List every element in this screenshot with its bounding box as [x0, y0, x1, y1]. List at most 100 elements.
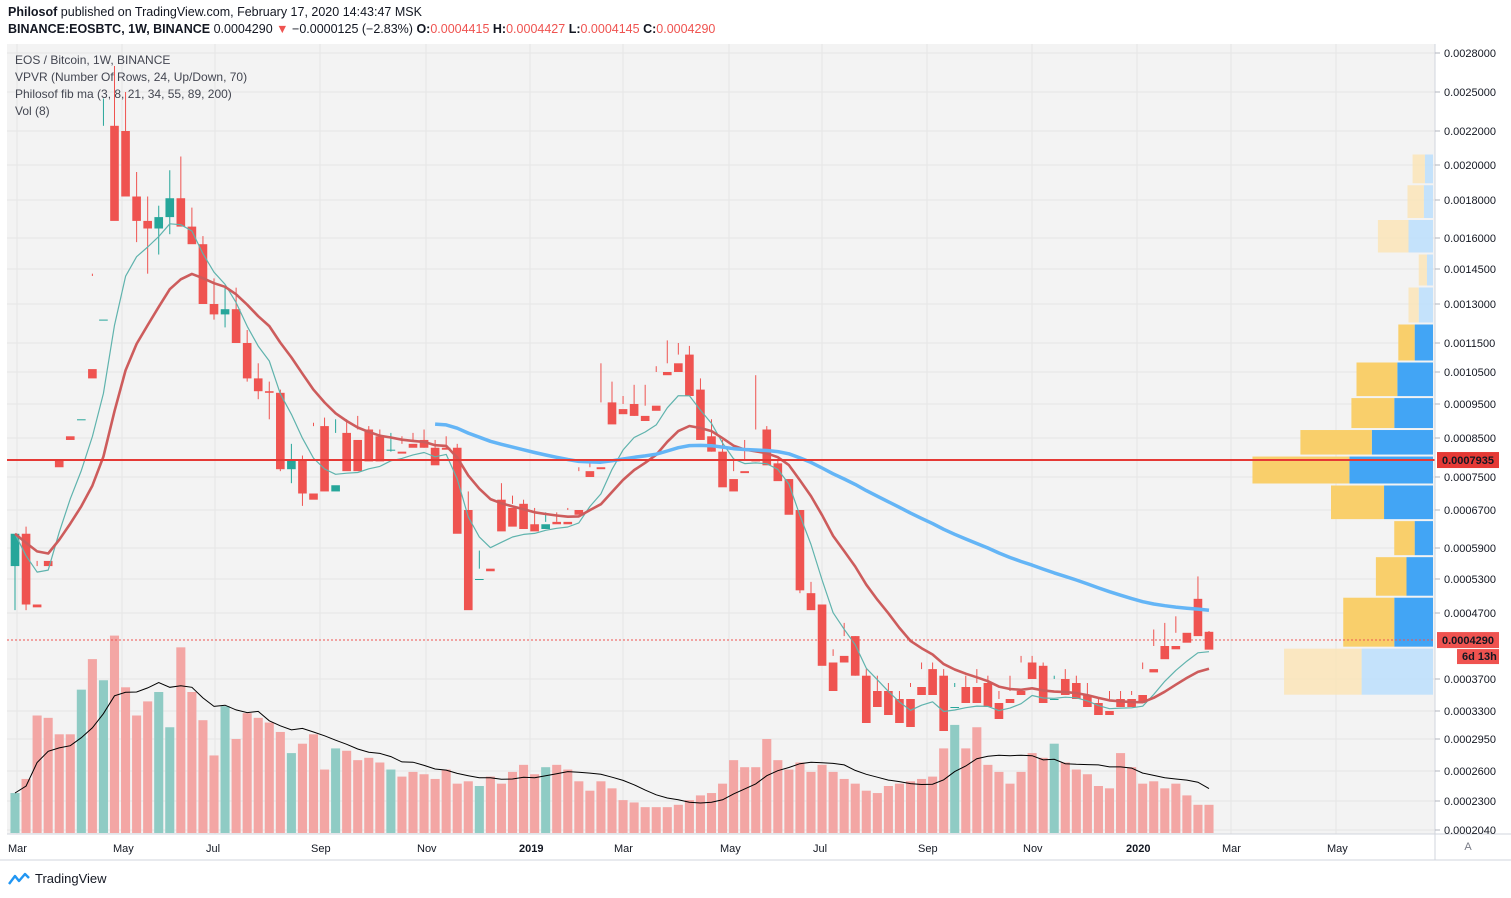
volume-bar — [154, 692, 164, 833]
volume-bar — [485, 776, 495, 833]
volume-bar — [894, 783, 904, 833]
chart-legend-title[interactable]: EOS / Bitcoin, 1W, BINANCE — [15, 53, 171, 67]
indicator-fib-ma[interactable]: Philosof fib ma (3, 8, 21, 34, 55, 89, 2… — [15, 87, 232, 101]
volume-bar — [872, 793, 882, 833]
low-value: 0.0004145 — [580, 22, 640, 36]
candle-body — [1182, 632, 1192, 643]
volume-bar — [143, 701, 153, 833]
volume-bar — [1138, 783, 1148, 833]
hline-price-tag: 0.0007935 — [1442, 455, 1494, 467]
candle-body — [342, 432, 351, 472]
volume-bar — [939, 748, 949, 833]
vpvr-row-up — [1408, 220, 1433, 253]
volume-bar — [209, 755, 219, 833]
open-value: 0.0004415 — [430, 22, 490, 36]
candle-body — [607, 402, 617, 425]
volume-bar — [806, 771, 816, 833]
candle-body — [154, 217, 164, 229]
x-axis-label: Mar — [1222, 843, 1241, 855]
volume-bar — [1193, 804, 1203, 833]
candle-body — [640, 415, 650, 421]
candle-body — [143, 220, 152, 229]
vpvr-row-down — [1343, 597, 1395, 647]
vpvr-row-up — [1414, 521, 1433, 556]
candle-body — [662, 372, 672, 376]
candle-body — [486, 568, 495, 572]
candle-body — [1060, 679, 1070, 695]
candle-body — [1138, 695, 1147, 703]
volume-bar — [1016, 771, 1026, 833]
autoscale-button[interactable]: A — [1464, 841, 1472, 853]
y-axis-label: 0.0003300 — [1444, 706, 1496, 718]
volume-bar — [519, 764, 529, 833]
vpvr-row-down — [1408, 287, 1419, 323]
candle-body — [397, 451, 407, 454]
volume-bar — [342, 750, 352, 833]
y-axis-label: 0.0004700 — [1444, 608, 1496, 620]
high-label: H: — [492, 22, 507, 36]
volume-bar — [297, 743, 307, 833]
publish-line: Philosof published on TradingView.com, F… — [8, 5, 422, 19]
vpvr-row-up — [1418, 287, 1433, 323]
candle-body — [895, 699, 904, 723]
candle-body — [419, 439, 429, 448]
candle-body — [1094, 703, 1103, 715]
volume-bar — [165, 727, 175, 833]
vpvr-row-up — [1424, 154, 1433, 184]
change-down-icon: ▼ — [276, 22, 289, 36]
x-axis-label: Jul — [206, 843, 220, 855]
candle-body — [850, 636, 860, 676]
indicator-vpvr[interactable]: VPVR (Number Of Rows, 24, Up/Down, 70) — [15, 70, 248, 84]
y-axis-label: 0.0008500 — [1444, 433, 1496, 445]
vpvr-row-down — [1375, 557, 1407, 596]
candle-body — [541, 524, 550, 529]
candle-body — [386, 449, 396, 451]
volume-bar — [883, 786, 893, 833]
volume-bar — [198, 720, 208, 833]
fib-ma-short-line — [14, 223, 1210, 713]
volume-bar — [640, 807, 650, 833]
candle-body — [1149, 669, 1159, 673]
volume-bar — [950, 724, 960, 833]
candle-body — [198, 244, 208, 304]
volume-bar — [1116, 753, 1126, 833]
indicator-volume[interactable]: Vol (8) — [15, 104, 50, 118]
volume-bar — [87, 659, 97, 833]
author-name[interactable]: Philosof — [8, 5, 58, 19]
candle-body — [231, 309, 241, 343]
candle-body — [452, 447, 462, 534]
candle-body — [298, 459, 307, 494]
volume-bar — [452, 783, 462, 833]
y-axis-label: 0.0005300 — [1444, 574, 1496, 586]
volume-bar — [828, 771, 838, 833]
y-axis-label: 0.0016000 — [1444, 233, 1496, 245]
volume-bar — [496, 783, 506, 833]
vpvr-row-up — [1349, 456, 1433, 484]
ohlc-line: BINANCE:EOSBTC, 1W, BINANCE 0.0004290 ▼ … — [8, 22, 715, 36]
candle-body — [209, 304, 219, 315]
low-label: L: — [568, 22, 581, 36]
volume-bar — [607, 788, 617, 833]
y-axis-label: 0.0010500 — [1444, 367, 1496, 379]
candle-body — [132, 196, 141, 221]
vpvr-row-up — [1394, 398, 1433, 429]
volume-bar — [43, 717, 53, 833]
volume-bar — [1060, 762, 1070, 833]
published-text: published on TradingView.com, February 1… — [60, 5, 422, 19]
candle-body — [1016, 691, 1026, 695]
candle-body — [32, 604, 42, 608]
candle-body — [65, 436, 75, 440]
volume-bar — [596, 781, 606, 833]
volume-bar — [541, 767, 551, 833]
volume-bar — [176, 647, 186, 833]
brand[interactable]: TradingView — [8, 871, 107, 886]
volume-bar — [463, 781, 473, 833]
volume-bar — [441, 769, 451, 833]
volume-bar — [850, 783, 860, 833]
candle-body — [497, 499, 506, 532]
vpvr-row-up — [1423, 185, 1433, 218]
volume-bar — [1049, 743, 1059, 833]
candle-body — [784, 479, 794, 515]
candle-body — [1105, 711, 1114, 715]
